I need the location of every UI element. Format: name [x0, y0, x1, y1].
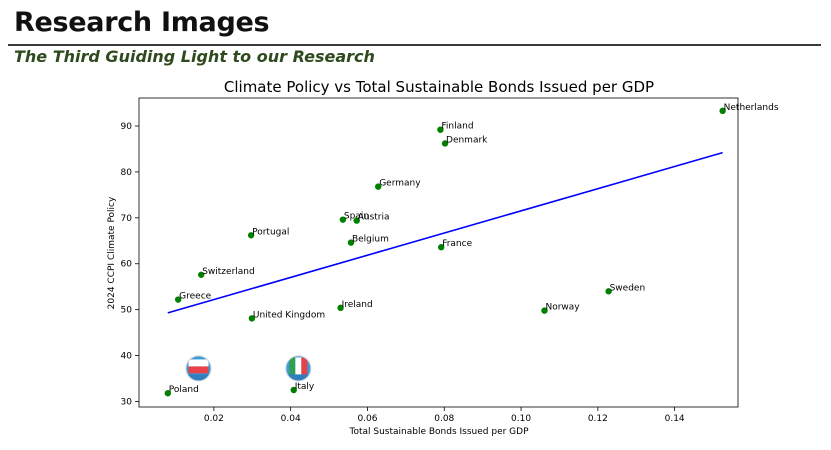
- point-label: Switzerland: [202, 267, 255, 277]
- point-label: France: [442, 239, 472, 249]
- data-points: Netherlands Finland Denmark Germany SpainAus…: [164, 103, 779, 397]
- page-title: Research Images: [14, 7, 270, 38]
- x-tick-label: 0.12: [588, 414, 608, 424]
- page-subtitle: The Third Guiding Light to our Research: [14, 47, 375, 66]
- data-point: [353, 217, 360, 224]
- point-label: Greece: [179, 292, 211, 302]
- point-label: Portugal: [252, 227, 289, 237]
- point-label: Germany: [379, 179, 421, 189]
- y-axis: 30 40 50 60 70 80 90: [121, 122, 139, 407]
- point-label: Netherlands: [724, 103, 779, 113]
- data-point: [541, 307, 548, 314]
- x-tick-label: 0.10: [511, 414, 531, 424]
- y-tick-label: 50: [121, 306, 133, 316]
- y-tick-label: 80: [121, 168, 133, 178]
- y-tick-label: 30: [121, 397, 133, 407]
- trend-line-group: [167, 151, 723, 314]
- poland-flag-globe-icon: [185, 355, 212, 382]
- trend-line: [167, 151, 723, 314]
- italy-flag-globe-icon: [285, 355, 312, 382]
- data-point: [247, 232, 255, 239]
- data-point: [437, 126, 444, 133]
- x-tick-label: 0.08: [434, 414, 454, 424]
- point-label: Norway: [545, 303, 580, 313]
- data-point: [605, 288, 612, 295]
- data-point: [174, 296, 182, 303]
- data-point: [347, 239, 355, 246]
- data-point: [437, 244, 445, 251]
- point-label: Austria: [358, 213, 390, 223]
- y-tick-label: 40: [121, 352, 133, 362]
- x-tick-label: 0.14: [665, 414, 685, 424]
- point-label: Italy: [295, 382, 315, 392]
- x-tick-label: 0.02: [204, 414, 224, 424]
- data-point: [164, 390, 171, 397]
- point-label: Sweden: [610, 283, 646, 293]
- data-point: [290, 386, 297, 394]
- y-tick-label: 70: [121, 214, 133, 224]
- title-divider: [8, 44, 821, 46]
- point-label: Poland: [169, 385, 199, 395]
- data-point: [375, 183, 382, 190]
- y-axis-label: 2024 CCPI Climate Policy: [107, 196, 117, 309]
- data-point: [441, 140, 449, 147]
- point-label: Ireland: [342, 300, 373, 310]
- point-label: Finland: [441, 122, 473, 132]
- flag-markers: [185, 355, 312, 382]
- data-point: [248, 315, 256, 322]
- x-axis: 0.02 0.04 0.06 0.08 0.10 0.12 0.14: [204, 407, 685, 424]
- y-tick-label: 90: [121, 122, 133, 132]
- data-point: [337, 304, 344, 312]
- data-point: [719, 107, 726, 115]
- point-label: Spain: [344, 212, 369, 222]
- y-tick-label: 60: [121, 260, 133, 270]
- data-point: [339, 216, 347, 223]
- point-label: Belgium: [352, 235, 389, 245]
- x-tick-label: 0.06: [357, 414, 377, 424]
- point-label: Denmark: [446, 135, 488, 145]
- x-tick-label: 0.04: [281, 414, 301, 424]
- point-label: United Kingdom: [253, 310, 325, 320]
- x-axis-label: Total Sustainable Bonds Issued per GDP: [349, 427, 530, 437]
- data-point: [198, 271, 205, 278]
- chart-title: Climate Policy vs Total Sustainable Bond…: [224, 78, 654, 96]
- plot-frame: [138, 97, 739, 408]
